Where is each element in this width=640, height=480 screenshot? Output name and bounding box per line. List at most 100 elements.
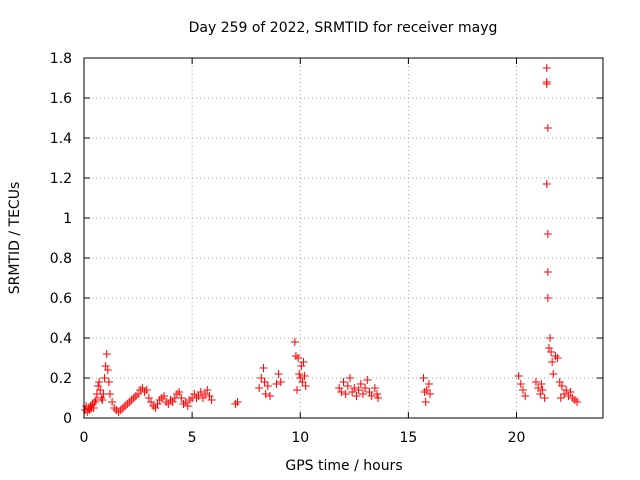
data-point [185, 396, 194, 404]
data-point [116, 406, 125, 414]
y-tick-label: 0.4 [50, 331, 72, 347]
data-point [557, 382, 566, 390]
data-point [356, 380, 365, 388]
data-point [94, 382, 103, 390]
data-point [108, 398, 117, 406]
data-point [153, 400, 162, 408]
data-point [207, 396, 216, 404]
data-point [555, 378, 564, 386]
data-point [86, 402, 95, 410]
data-point [190, 390, 199, 398]
data-point [172, 390, 181, 398]
data-point [573, 398, 582, 406]
data-point [420, 388, 429, 396]
data-point [260, 378, 269, 386]
data-point [98, 396, 107, 404]
data-point [295, 370, 304, 378]
data-point [363, 376, 372, 384]
data-point [110, 404, 119, 412]
data-point [543, 268, 552, 276]
data-point [300, 372, 309, 380]
data-point [121, 402, 130, 410]
y-tick-label: 0.8 [50, 251, 72, 267]
data-point [337, 388, 346, 396]
data-point [564, 392, 573, 400]
data-point [134, 390, 143, 398]
data-point [568, 394, 577, 402]
data-point [422, 386, 431, 394]
data-point [546, 334, 555, 342]
data-point [194, 392, 203, 400]
data-point [127, 396, 136, 404]
data-point [160, 392, 169, 400]
grid [84, 58, 603, 418]
data-point [348, 388, 357, 396]
data-point [419, 374, 428, 382]
data-point [345, 374, 354, 382]
data-point [560, 390, 569, 398]
data-points [81, 64, 582, 416]
data-point [538, 386, 547, 394]
axis-ticks: 0 0.2 0.4 0.6 0.8 1 1.2 1.4 1.6 1.8 0 5 10 15 20 [50, 51, 603, 446]
data-point [151, 404, 160, 412]
data-point [157, 394, 166, 402]
data-point [540, 394, 549, 402]
data-point [168, 398, 177, 406]
data-point [424, 380, 433, 388]
data-point [183, 402, 192, 410]
y-tick-label: 1.2 [50, 171, 72, 187]
data-point [516, 380, 525, 388]
data-point [101, 362, 110, 370]
data-point [367, 392, 376, 400]
y-tick-label: 1 [63, 211, 72, 227]
data-point [142, 386, 151, 394]
x-axis-label: GPS time / hours [285, 458, 402, 474]
data-point [553, 354, 562, 362]
x-tick-label: 20 [508, 430, 526, 446]
x-tick-label: 0 [80, 430, 89, 446]
data-point [301, 382, 310, 390]
data-point [118, 404, 127, 412]
data-point [374, 394, 383, 402]
data-point [293, 386, 302, 394]
plot-frame [83, 57, 604, 419]
y-tick-label: 0 [63, 411, 72, 427]
data-point [291, 352, 300, 360]
data-point [102, 350, 111, 358]
data-point [361, 384, 370, 392]
data-point [138, 384, 147, 392]
data-point [166, 396, 175, 404]
data-point [263, 382, 272, 390]
data-point [556, 394, 565, 402]
data-point [257, 374, 266, 382]
data-point [521, 392, 530, 400]
data-point [255, 384, 264, 392]
data-point [83, 408, 92, 416]
data-point [144, 394, 153, 402]
y-tick-label: 1.4 [50, 131, 72, 147]
data-point [88, 400, 97, 408]
data-point [131, 392, 140, 400]
data-point [294, 354, 303, 362]
y-tick-label: 1.8 [50, 51, 72, 67]
data-point [297, 362, 306, 370]
data-point [155, 396, 164, 404]
data-point [543, 230, 552, 238]
y-tick-label: 1.6 [50, 91, 72, 107]
data-point [100, 374, 109, 382]
data-point [549, 370, 558, 378]
data-point [231, 400, 240, 408]
data-point [534, 384, 543, 392]
data-point [103, 366, 112, 374]
data-point [114, 408, 123, 416]
data-point [201, 390, 210, 398]
data-point [164, 400, 173, 408]
data-point [125, 398, 134, 406]
data-point [335, 384, 344, 392]
data-point [233, 398, 242, 406]
data-point [129, 394, 138, 402]
data-point [205, 392, 214, 400]
data-point [276, 378, 285, 386]
data-point [543, 124, 552, 132]
data-point [140, 388, 149, 396]
